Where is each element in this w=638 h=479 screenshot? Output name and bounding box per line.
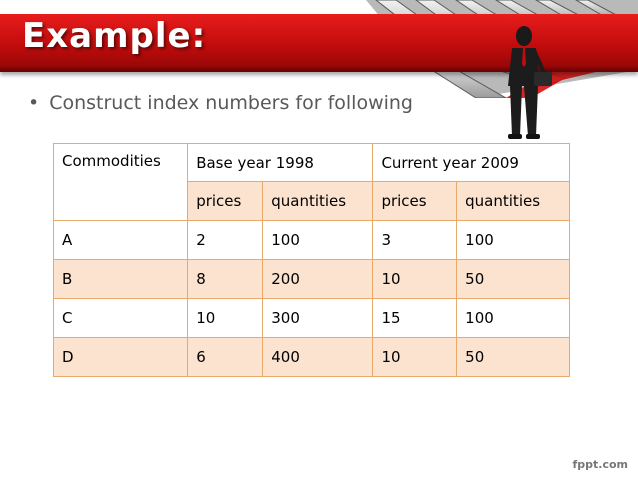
header-base-year: Base year 1998 bbox=[187, 143, 374, 182]
cell-base-quantity: 200 bbox=[262, 259, 374, 299]
table-row: A 2 100 3 100 bbox=[52, 220, 570, 260]
cell-base-price: 6 bbox=[187, 337, 264, 377]
cell-base-quantity: 300 bbox=[262, 298, 374, 338]
cell-current-price: 15 bbox=[372, 298, 458, 338]
footer-watermark: fppt.com bbox=[572, 458, 628, 471]
subheader-base-quantities: quantities bbox=[262, 181, 374, 221]
cell-base-quantity: 400 bbox=[262, 337, 374, 377]
subheader-base-prices: prices bbox=[187, 181, 264, 221]
header-current-year: Current year 2009 bbox=[372, 143, 570, 182]
cell-current-quantity: 100 bbox=[456, 298, 570, 338]
subheader-current-quantities: quantities bbox=[456, 181, 570, 221]
cell-current-quantity: 50 bbox=[456, 337, 570, 377]
bullet-text: Construct index numbers for following bbox=[49, 92, 413, 114]
cell-commodity: D bbox=[52, 337, 189, 377]
cell-current-price: 10 bbox=[372, 259, 458, 299]
cell-current-quantity: 50 bbox=[456, 259, 570, 299]
table-row: D 6 400 10 50 bbox=[52, 337, 570, 377]
bullet-glyph: • bbox=[28, 92, 40, 114]
cell-current-price: 10 bbox=[372, 337, 458, 377]
table-header-row: Commodities Base year 1998 Current year … bbox=[52, 143, 570, 221]
slide-title: Example: bbox=[22, 16, 207, 56]
cell-base-quantity: 100 bbox=[262, 220, 374, 260]
index-data-table: Commodities Base year 1998 Current year … bbox=[52, 143, 570, 377]
table-row: C 10 300 15 100 bbox=[52, 298, 570, 338]
table-row: B 8 200 10 50 bbox=[52, 259, 570, 299]
bullet-point: • Construct index numbers for following bbox=[28, 92, 413, 114]
businessman-figure bbox=[494, 24, 564, 144]
cell-current-price: 3 bbox=[372, 220, 458, 260]
table-subheader-row: prices quantities prices quantities bbox=[54, 181, 570, 221]
cell-base-price: 10 bbox=[187, 298, 264, 338]
cell-commodity: C bbox=[52, 298, 189, 338]
cell-current-quantity: 100 bbox=[456, 220, 570, 260]
cell-base-price: 2 bbox=[187, 220, 264, 260]
subheader-current-prices: prices bbox=[372, 181, 458, 221]
cell-base-price: 8 bbox=[187, 259, 264, 299]
header-commodities: Commodities bbox=[52, 143, 189, 221]
cell-commodity: B bbox=[52, 259, 189, 299]
cell-commodity: A bbox=[52, 220, 189, 260]
